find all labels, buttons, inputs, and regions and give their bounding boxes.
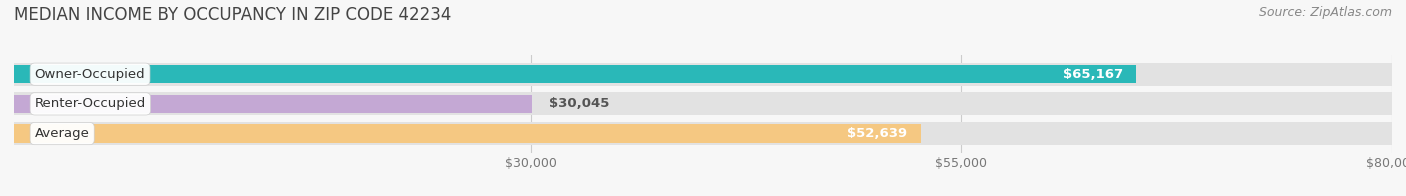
Text: $52,639: $52,639 — [846, 127, 907, 140]
Text: $30,045: $30,045 — [548, 97, 609, 110]
Text: Renter-Occupied: Renter-Occupied — [35, 97, 146, 110]
Text: MEDIAN INCOME BY OCCUPANCY IN ZIP CODE 42234: MEDIAN INCOME BY OCCUPANCY IN ZIP CODE 4… — [14, 6, 451, 24]
Bar — [14, 124, 921, 143]
Bar — [14, 92, 1392, 115]
Text: Average: Average — [35, 127, 90, 140]
Text: $65,167: $65,167 — [1063, 68, 1122, 81]
Bar — [14, 95, 531, 113]
Text: Owner-Occupied: Owner-Occupied — [35, 68, 145, 81]
Bar — [14, 63, 1392, 86]
Bar — [14, 122, 1392, 145]
Text: Source: ZipAtlas.com: Source: ZipAtlas.com — [1258, 6, 1392, 19]
Bar — [14, 65, 1136, 83]
